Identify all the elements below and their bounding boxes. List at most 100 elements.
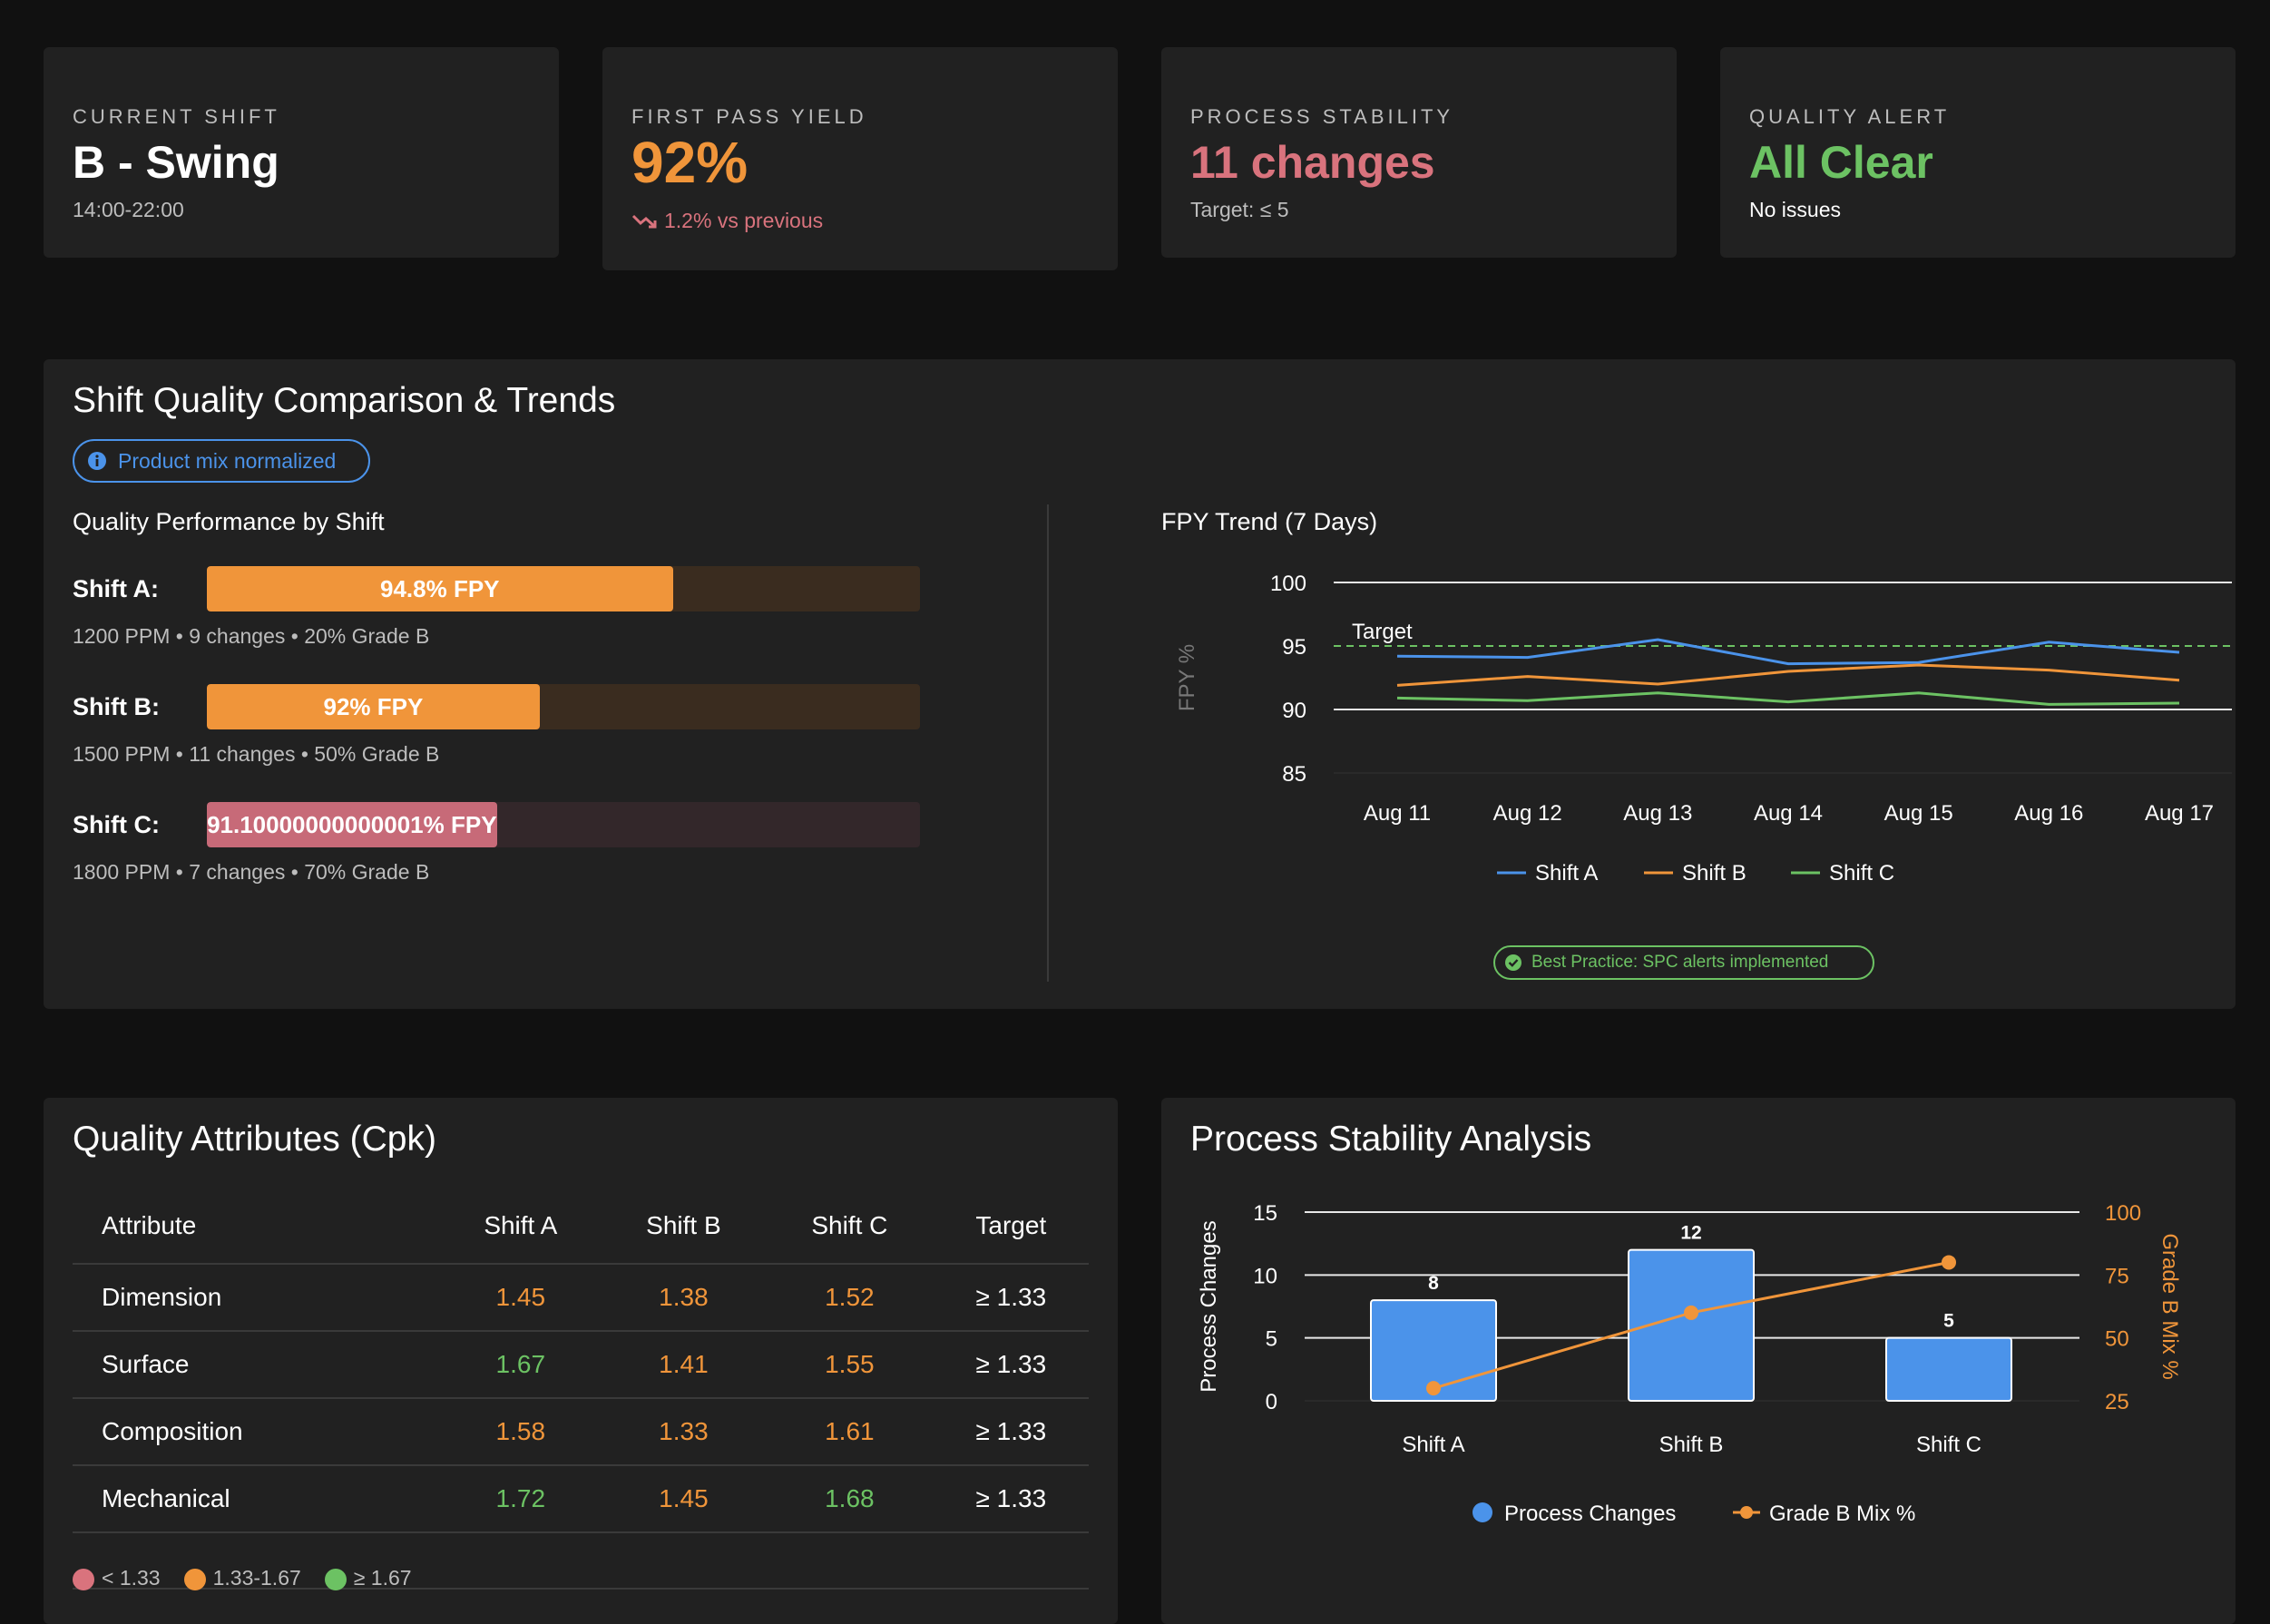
cpk-legend: < 1.33 1.33-1.67 ≥ 1.67 bbox=[73, 1566, 412, 1590]
chip-label: Product mix normalized bbox=[118, 449, 336, 474]
legend-item-shift-b: Shift B bbox=[1644, 861, 1747, 885]
y-axis-label: FPY % bbox=[1175, 644, 1199, 711]
kpi-label: FIRST PASS YIELD bbox=[631, 105, 867, 129]
x-tick-label: Aug 14 bbox=[1754, 801, 1823, 826]
cpk-value: 1.67 bbox=[440, 1331, 602, 1398]
cpk-value: 1.55 bbox=[766, 1331, 934, 1398]
x-tick-label: Shift C bbox=[1916, 1433, 1981, 1457]
y-tick-label: 10 bbox=[1253, 1264, 1277, 1288]
product-mix-chip[interactable]: Product mix normalized bbox=[73, 439, 370, 483]
kpi-value: B - Swing bbox=[73, 136, 279, 189]
legend-dot-icon bbox=[73, 1569, 94, 1590]
kpi-sub: 1.2% vs previous bbox=[664, 209, 823, 233]
legend-label: Shift A bbox=[1535, 861, 1598, 885]
kpi-card-current-shift: CURRENT SHIFT B - Swing 14:00-22:00 bbox=[44, 47, 559, 258]
legend-label: Shift B bbox=[1682, 861, 1747, 885]
y2-tick-label: 75 bbox=[2105, 1264, 2129, 1288]
shift-b-label: Shift B: bbox=[73, 693, 160, 721]
kpi-sub: No issues bbox=[1749, 198, 1841, 222]
target-value: ≥ 1.33 bbox=[934, 1465, 1089, 1532]
grade-b-mix-point bbox=[1942, 1255, 1956, 1269]
legend-item-process-changes: Process Changes bbox=[1473, 1502, 1676, 1526]
y-tick-label: 95 bbox=[1282, 635, 1306, 660]
x-tick-label: Aug 15 bbox=[1884, 801, 1953, 826]
bar-value-label: 8 bbox=[1428, 1273, 1439, 1294]
comparison-panel: Shift Quality Comparison & Trends Produc… bbox=[44, 359, 2236, 1009]
attribute-name: Dimension bbox=[73, 1264, 440, 1331]
bar-value: 92% FPY bbox=[323, 693, 423, 721]
cpk-value: 1.45 bbox=[440, 1264, 602, 1331]
attributes-title: Quality Attributes (Cpk) bbox=[73, 1120, 436, 1159]
kpi-value: All Clear bbox=[1749, 136, 1933, 189]
y2-tick-label: 100 bbox=[2105, 1201, 2141, 1226]
bar-value-label: 12 bbox=[1680, 1223, 1701, 1244]
kpi-label: CURRENT SHIFT bbox=[73, 105, 280, 129]
series-line-shift-c bbox=[1397, 693, 2179, 705]
x-tick-label: Shift A bbox=[1402, 1433, 1464, 1457]
attribute-name: Mechanical bbox=[73, 1465, 440, 1532]
best-practice-label: Best Practice: SPC alerts implemented bbox=[1531, 953, 1828, 973]
grade-b-mix-point bbox=[1684, 1306, 1698, 1320]
table-row: Composition 1.58 1.33 1.61 ≥ 1.33 bbox=[73, 1398, 1089, 1465]
cpk-table: Attribute Shift A Shift B Shift C Target… bbox=[73, 1189, 1089, 1590]
kpi-label: QUALITY ALERT bbox=[1749, 105, 1950, 129]
kpi-sub: 14:00-22:00 bbox=[73, 198, 184, 222]
y-axis-label: Process Changes bbox=[1197, 1220, 1221, 1392]
kpi-value: 92% bbox=[631, 129, 748, 196]
legend-item-low: < 1.33 bbox=[73, 1566, 161, 1590]
y2-axis-label: Grade B Mix % bbox=[2157, 1233, 2182, 1379]
legend-item-shift-a: Shift A bbox=[1497, 861, 1598, 885]
kpi-card-process-stability: PROCESS STABILITY 11 changes Target: ≤ 5 bbox=[1161, 47, 1677, 258]
y2-tick-label: 50 bbox=[2105, 1327, 2129, 1352]
legend-dot-icon bbox=[325, 1569, 347, 1590]
cpk-value: 1.68 bbox=[766, 1465, 934, 1532]
shift-b-bar: 92% FPY bbox=[207, 684, 540, 729]
process-stability-chart: 051015255075100Process Changes Grade B Mi… bbox=[1161, 1179, 2236, 1606]
x-tick-label: Aug 17 bbox=[2145, 801, 2214, 826]
stability-panel: Process Stability Analysis 0 5 10 15 25 50 75 1… bbox=[1161, 1098, 2236, 1624]
cpk-value: 1.33 bbox=[602, 1398, 766, 1465]
shift-a-bar-track: 94.8% FPY bbox=[207, 566, 920, 611]
cpk-value: 1.41 bbox=[602, 1331, 766, 1398]
series-line-shift-b bbox=[1397, 665, 2179, 685]
legend-dot-icon bbox=[184, 1569, 206, 1590]
x-tick-label: Aug 11 bbox=[1364, 801, 1431, 826]
legend-label: < 1.33 bbox=[102, 1566, 161, 1590]
x-tick-label: Aug 12 bbox=[1493, 801, 1562, 826]
column-header: Shift C bbox=[766, 1189, 934, 1264]
check-circle-icon bbox=[1504, 954, 1522, 972]
table-row: Dimension 1.45 1.38 1.52 ≥ 1.33 bbox=[73, 1264, 1089, 1331]
y-tick-label: 100 bbox=[1270, 572, 1306, 596]
bar-value: 94.8% FPY bbox=[380, 575, 500, 603]
column-header: Shift A bbox=[440, 1189, 602, 1264]
panel-divider bbox=[1047, 504, 1049, 982]
legend-label: Shift C bbox=[1829, 861, 1894, 885]
legend-label: Process Changes bbox=[1504, 1502, 1676, 1526]
target-value: ≥ 1.33 bbox=[934, 1331, 1089, 1398]
kpi-value: 11 changes bbox=[1190, 136, 1435, 189]
bar-process-changes bbox=[1886, 1338, 2011, 1401]
bar-value-label: 5 bbox=[1943, 1311, 1954, 1332]
attribute-name: Composition bbox=[73, 1398, 440, 1465]
legend-label: Grade B Mix % bbox=[1769, 1502, 1915, 1526]
shift-c-label: Shift C: bbox=[73, 811, 160, 839]
cpk-value: 1.45 bbox=[602, 1465, 766, 1532]
kpi-label: PROCESS STABILITY bbox=[1190, 105, 1453, 129]
legend-label: ≥ 1.67 bbox=[354, 1566, 412, 1590]
y2-tick-label: 25 bbox=[2105, 1390, 2129, 1414]
column-header: Shift B bbox=[602, 1189, 766, 1264]
target-value: ≥ 1.33 bbox=[934, 1398, 1089, 1465]
comparison-title: Shift Quality Comparison & Trends bbox=[73, 381, 615, 421]
table-row: Mechanical 1.72 1.45 1.68 ≥ 1.33 bbox=[73, 1465, 1089, 1532]
kpi-card-first-pass-yield: FIRST PASS YIELD 92% 1.2% vs previous bbox=[602, 47, 1118, 270]
attribute-name: Surface bbox=[73, 1331, 440, 1398]
best-practice-chip[interactable]: Best Practice: SPC alerts implemented bbox=[1493, 945, 1874, 980]
fpy-trend-chart: 85 90 95 100 FPY % Target Aug 11 Aug 12 Aug 13 Au… bbox=[1161, 559, 2236, 922]
shift-a-bar: 94.8% FPY bbox=[207, 566, 673, 611]
legend-item-mid: 1.33-1.67 bbox=[184, 1566, 301, 1590]
legend-item-shift-c: Shift C bbox=[1791, 861, 1894, 885]
column-header: Attribute bbox=[73, 1189, 440, 1264]
shift-c-meta: 1800 PPM • 7 changes • 70% Grade B bbox=[73, 860, 429, 885]
kpi-card-quality-alert: QUALITY ALERT All Clear No issues bbox=[1720, 47, 2236, 258]
y-tick-label: 15 bbox=[1253, 1201, 1277, 1226]
